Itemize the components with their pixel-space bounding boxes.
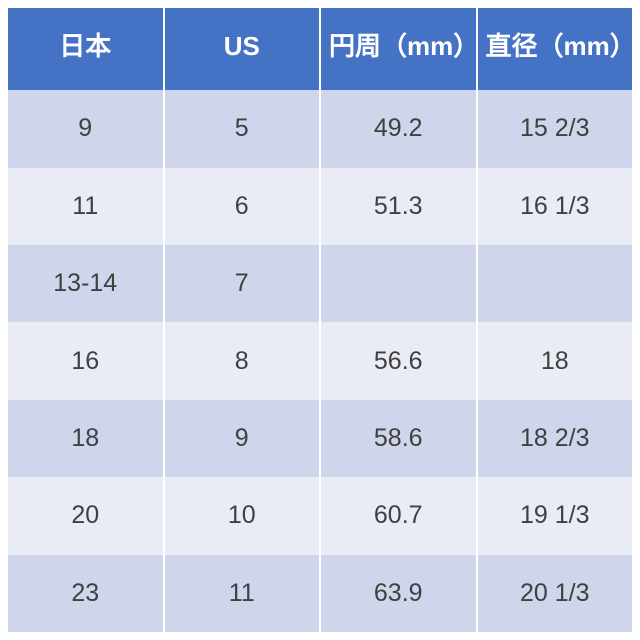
- cell-diameter: 20 1/3: [478, 555, 633, 632]
- cell-japan: 18: [8, 400, 165, 477]
- cell-us: 9: [165, 400, 322, 477]
- table-row: 18 9 58.6 18 2/3: [8, 400, 632, 477]
- cell-circumference: 58.6: [321, 400, 478, 477]
- cell-circumference: 56.6: [321, 322, 478, 399]
- cell-diameter: 18: [478, 322, 633, 399]
- col-header-circumference: 円周（mm）: [321, 8, 478, 90]
- table-body: 9 5 49.2 15 2/3 11 6 51.3 16 1/3 13-14 7…: [8, 90, 632, 632]
- cell-japan: 23: [8, 555, 165, 632]
- ring-size-table: 日本 US 円周（mm） 直径（mm） 9 5 49.2 15 2/3 11 6…: [8, 8, 632, 632]
- cell-diameter: [478, 245, 633, 322]
- cell-circumference: 49.2: [321, 90, 478, 167]
- cell-us: 5: [165, 90, 322, 167]
- cell-japan: 16: [8, 322, 165, 399]
- cell-circumference: [321, 245, 478, 322]
- cell-us: 11: [165, 555, 322, 632]
- table-row: 16 8 56.6 18: [8, 322, 632, 399]
- cell-us: 8: [165, 322, 322, 399]
- cell-us: 7: [165, 245, 322, 322]
- cell-diameter: 18 2/3: [478, 400, 633, 477]
- cell-diameter: 16 1/3: [478, 168, 633, 245]
- cell-circumference: 60.7: [321, 477, 478, 554]
- cell-us: 10: [165, 477, 322, 554]
- table-header-row: 日本 US 円周（mm） 直径（mm）: [8, 8, 632, 90]
- col-header-diameter: 直径（mm）: [478, 8, 633, 90]
- table-row: 9 5 49.2 15 2/3: [8, 90, 632, 167]
- table-row: 13-14 7: [8, 245, 632, 322]
- table-row: 20 10 60.7 19 1/3: [8, 477, 632, 554]
- col-header-japan: 日本: [8, 8, 165, 90]
- table-row: 11 6 51.3 16 1/3: [8, 168, 632, 245]
- col-header-us: US: [165, 8, 322, 90]
- cell-japan: 9: [8, 90, 165, 167]
- cell-circumference: 51.3: [321, 168, 478, 245]
- table-row: 23 11 63.9 20 1/3: [8, 555, 632, 632]
- cell-circumference: 63.9: [321, 555, 478, 632]
- cell-japan: 13-14: [8, 245, 165, 322]
- cell-diameter: 15 2/3: [478, 90, 633, 167]
- cell-us: 6: [165, 168, 322, 245]
- cell-diameter: 19 1/3: [478, 477, 633, 554]
- cell-japan: 20: [8, 477, 165, 554]
- cell-japan: 11: [8, 168, 165, 245]
